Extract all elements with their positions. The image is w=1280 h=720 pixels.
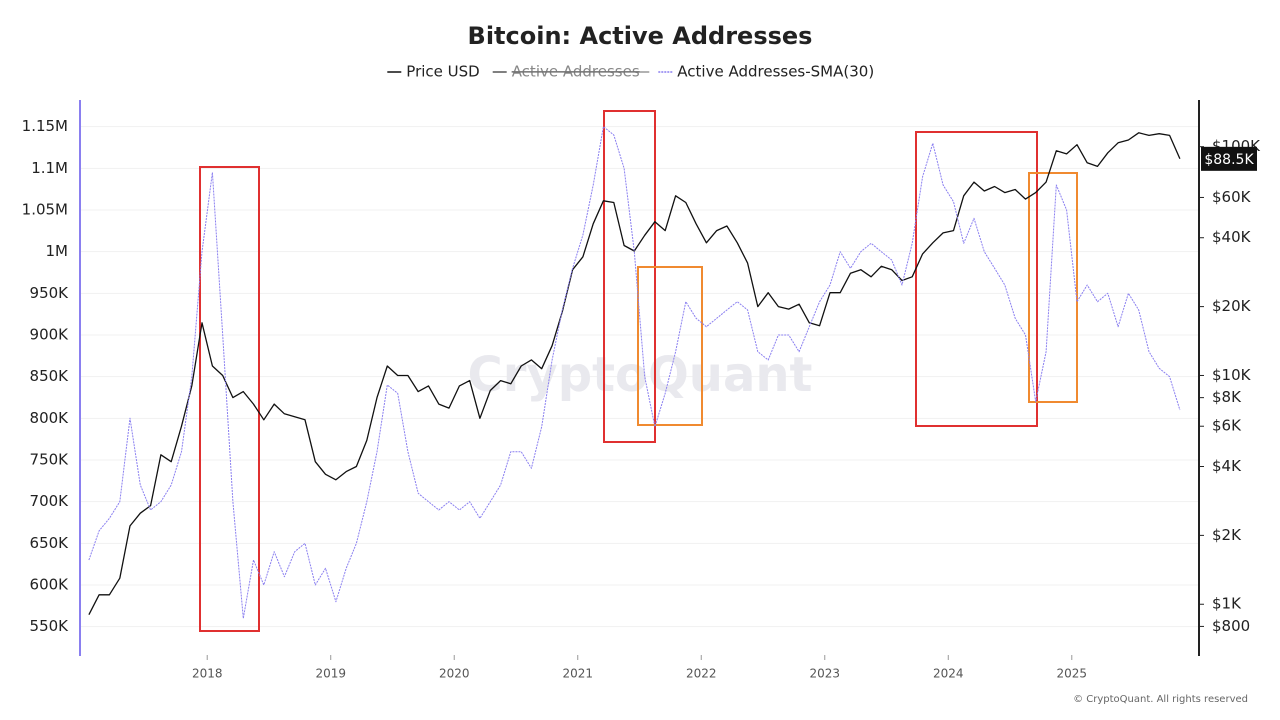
y-tick-label: 1.15M <box>22 117 68 135</box>
y-tick-label: 600K <box>30 576 70 594</box>
legend-label[interactable]: Active Addresses-SMA(30) <box>677 63 874 81</box>
legend: Price USD Active Addresses Active Addresse… <box>387 63 874 81</box>
copyright: © CryptoQuant. All rights reserved <box>1073 694 1248 705</box>
chart-title: Bitcoin: Active Addresses <box>468 22 813 50</box>
y-tick-label: 650K <box>30 534 70 552</box>
x-tick-label: 2021 <box>562 667 593 681</box>
y-tick-label: 550K <box>30 617 70 635</box>
series-line <box>88 132 1181 615</box>
y2-tick-label: $10K <box>1212 366 1252 384</box>
y-tick-label: 1.1M <box>31 159 68 177</box>
annotations <box>199 110 1078 632</box>
x-tick-label: 2018 <box>192 667 223 681</box>
y2-tick-label: $4K <box>1212 457 1242 475</box>
x-tick-label: 2024 <box>933 667 964 681</box>
x-tick-label: 2022 <box>686 667 717 681</box>
y2-tick-label: $6K <box>1212 417 1242 435</box>
x-tick-label: 2023 <box>809 667 840 681</box>
highlight-box <box>915 131 1038 427</box>
y-tick-label: 1.05M <box>22 201 68 219</box>
y2-tick-label: $8K <box>1212 388 1242 406</box>
x-tick-label: 2019 <box>315 667 346 681</box>
highlight-box <box>199 166 260 632</box>
y2-tick-label: $2K <box>1212 526 1242 544</box>
grid <box>80 126 1199 628</box>
y2-tick-label: $20K <box>1212 297 1252 315</box>
legend-label[interactable]: Price USD <box>406 63 479 81</box>
price-tag <box>1201 146 1257 171</box>
y-tick-label: 850K <box>30 367 70 385</box>
y-tick-label: 1M <box>46 242 69 260</box>
y-tick-label: 900K <box>30 326 70 344</box>
y-tick-label: 700K <box>30 492 70 510</box>
x-tick-label: 2025 <box>1057 667 1088 681</box>
y2-tick-label: $1K <box>1212 595 1242 613</box>
watermark: CryptoQuant <box>468 347 813 403</box>
y-tick-label: 750K <box>30 451 70 469</box>
y2-tick-label: $60K <box>1212 188 1252 206</box>
series-line <box>88 126 1181 619</box>
highlight-box <box>603 110 656 443</box>
y2-tick-label: $40K <box>1212 228 1252 246</box>
price-tag-label: $88.5K <box>1204 152 1254 168</box>
x-tick-label: 2020 <box>439 667 470 681</box>
highlight-box <box>1028 172 1078 403</box>
y2-tick-label: $800 <box>1212 617 1250 635</box>
y-tick-label: 950K <box>30 284 70 302</box>
highlight-box <box>637 266 703 426</box>
y-tick-label: 800K <box>30 409 70 427</box>
